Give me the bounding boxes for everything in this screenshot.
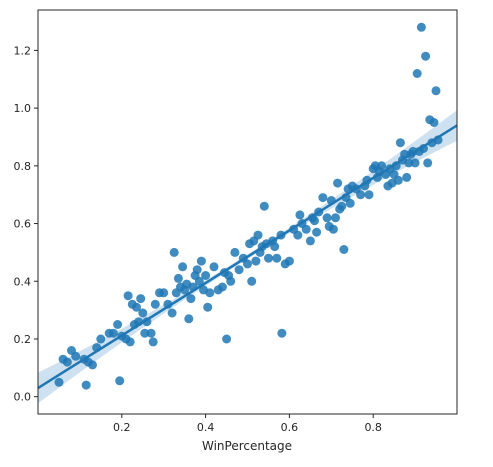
data-point bbox=[402, 172, 412, 182]
data-point bbox=[243, 259, 252, 269]
data-point bbox=[404, 158, 414, 168]
regression-line bbox=[37, 124, 458, 390]
data-point bbox=[222, 334, 232, 344]
x-axis: 0.2 0.4 0.6 0.8 bbox=[113, 414, 382, 434]
data-point bbox=[192, 265, 202, 275]
data-point bbox=[293, 230, 303, 240]
data-point bbox=[146, 328, 156, 338]
data-point bbox=[201, 271, 211, 280]
data-point bbox=[423, 158, 433, 168]
x-tick-label: 0.8 bbox=[364, 421, 382, 434]
data-point bbox=[356, 190, 366, 200]
y-tick-label: 1.0 bbox=[14, 102, 32, 115]
data-point bbox=[205, 288, 215, 298]
data-point bbox=[364, 190, 374, 200]
data-point bbox=[429, 118, 439, 127]
data-point bbox=[184, 314, 194, 324]
data-point bbox=[264, 253, 273, 263]
data-point bbox=[270, 242, 280, 252]
data-point bbox=[108, 328, 118, 338]
data-point bbox=[150, 299, 160, 309]
y-tick-label: 0.6 bbox=[14, 218, 32, 231]
data-point bbox=[410, 158, 420, 168]
y-tick-label: 0.2 bbox=[14, 333, 32, 346]
data-point bbox=[331, 213, 340, 223]
data-point bbox=[217, 282, 227, 292]
y-tick-label: 0.4 bbox=[14, 275, 32, 288]
data-point bbox=[113, 320, 123, 329]
data-point bbox=[136, 294, 146, 304]
data-point bbox=[209, 262, 219, 272]
data-point bbox=[395, 138, 405, 148]
data-point bbox=[140, 328, 150, 338]
data-point bbox=[230, 247, 240, 257]
data-point bbox=[54, 377, 64, 387]
data-point bbox=[251, 256, 261, 266]
data-point bbox=[247, 276, 257, 286]
data-point bbox=[81, 380, 91, 390]
data-point bbox=[138, 308, 148, 318]
regression-line-group bbox=[37, 124, 458, 390]
data-point bbox=[169, 247, 179, 257]
data-point bbox=[339, 245, 349, 254]
x-tick-label: 0.6 bbox=[281, 421, 299, 434]
y-tick-label: 0.0 bbox=[14, 391, 32, 404]
data-point bbox=[312, 227, 322, 237]
data-point bbox=[393, 175, 403, 185]
data-point bbox=[62, 357, 72, 367]
x-tick-label: 0.4 bbox=[197, 421, 215, 434]
data-point bbox=[132, 302, 141, 312]
data-point bbox=[125, 337, 135, 347]
data-point bbox=[173, 273, 183, 283]
data-point bbox=[203, 302, 213, 312]
data-point bbox=[178, 262, 188, 272]
data-point bbox=[186, 294, 196, 304]
data-point bbox=[253, 230, 263, 240]
data-point bbox=[431, 86, 441, 96]
data-point bbox=[259, 201, 269, 211]
data-point bbox=[421, 51, 431, 61]
data-point bbox=[328, 224, 338, 234]
data-point bbox=[88, 360, 97, 370]
data-point bbox=[159, 288, 169, 298]
plot-frame bbox=[37, 9, 458, 415]
data-point bbox=[71, 351, 81, 361]
data-point bbox=[345, 198, 355, 208]
data-point bbox=[284, 256, 294, 266]
data-point bbox=[148, 337, 158, 347]
data-point bbox=[322, 213, 332, 223]
data-point bbox=[234, 265, 244, 275]
data-point bbox=[305, 236, 315, 246]
data-point bbox=[337, 201, 347, 211]
data-point bbox=[310, 216, 319, 226]
y-tick-label: 0.8 bbox=[14, 160, 32, 173]
data-point bbox=[277, 328, 287, 338]
y-tick-label: 1.2 bbox=[14, 44, 32, 57]
x-axis-label: WinPercentage bbox=[202, 439, 292, 453]
data-point bbox=[295, 210, 305, 220]
data-point bbox=[301, 224, 311, 234]
data-point bbox=[194, 276, 204, 286]
data-point bbox=[412, 69, 422, 78]
data-point bbox=[115, 376, 125, 386]
x-tick-label: 0.2 bbox=[113, 421, 131, 434]
y-axis: 0.0 0.2 0.4 0.6 0.8 1.0 1.2 bbox=[14, 44, 38, 404]
data-point bbox=[196, 256, 206, 266]
data-point bbox=[318, 193, 328, 203]
data-point bbox=[96, 334, 106, 344]
data-point bbox=[272, 253, 282, 263]
data-point bbox=[416, 22, 426, 32]
data-point bbox=[123, 291, 133, 301]
data-point bbox=[226, 276, 236, 286]
data-point bbox=[167, 308, 177, 318]
data-point bbox=[377, 161, 387, 171]
data-point bbox=[333, 178, 343, 188]
